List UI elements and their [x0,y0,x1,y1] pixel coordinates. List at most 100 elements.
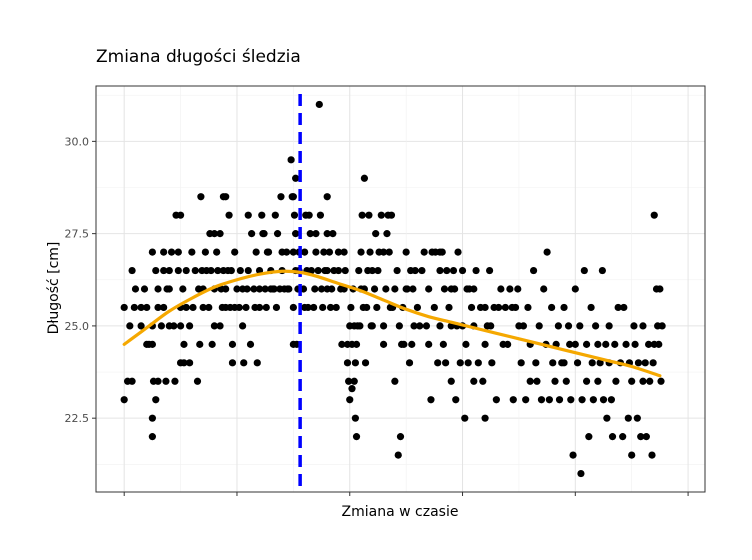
data-point [154,285,162,293]
data-point [467,303,476,312]
data-point [258,211,266,219]
data-point [576,322,584,330]
data-point [532,359,540,367]
data-point [222,193,230,201]
data-point [271,211,279,219]
data-point [366,248,374,256]
data-point [472,266,480,275]
data-point [148,414,156,422]
data-point [504,340,512,348]
data-point [612,377,620,385]
data-point [329,230,337,238]
data-point [405,359,414,367]
y-tick-label: 27.5 [65,228,90,241]
data-point [403,285,411,293]
data-point [393,266,401,275]
plot-panel [95,85,706,493]
data-point [243,285,251,293]
data-point [289,303,297,312]
data-point [365,211,373,219]
data-point [434,359,442,367]
data-point [514,285,522,293]
data-point [519,322,528,330]
data-point [655,340,663,348]
data-point [571,285,579,293]
data-point [307,266,316,275]
data-point [630,322,638,330]
data-point [646,377,654,385]
data-point [594,377,602,385]
data-point [282,248,291,256]
data-point [408,340,416,348]
data-point [323,230,331,238]
data-point [180,359,188,367]
data-point [128,377,136,385]
data-point [287,156,295,164]
points [120,100,666,478]
data-point [589,396,597,404]
data-point [451,285,459,293]
data-point [637,433,645,441]
data-point [481,414,489,422]
data-point [537,396,546,404]
data-point [317,285,326,293]
data-point [656,285,664,293]
data-point [214,266,222,275]
data-point [458,266,467,275]
data-point [554,322,562,330]
data-point [642,433,650,441]
data-point [573,359,582,367]
data-point [348,385,356,393]
data-point [244,266,252,275]
data-point [560,359,568,367]
data-point [289,193,297,201]
data-point [310,303,318,312]
data-point [445,303,453,312]
data-point [160,303,168,312]
data-point [566,340,574,348]
data-point [658,322,666,330]
data-point [358,211,366,219]
data-point [239,322,247,330]
data-point [189,303,197,312]
data-point [571,340,579,348]
data-point [436,322,444,330]
data-point [306,230,314,238]
data-point [207,266,215,275]
data-point [334,266,343,275]
data-point [430,303,438,312]
data-point [564,322,573,330]
data-point [487,322,495,330]
data-point [449,266,458,275]
data-point [351,359,359,367]
data-point [197,193,205,201]
data-point [216,230,224,238]
y-tick-label: 25.0 [65,320,90,333]
data-point [357,248,365,256]
data-point [425,340,433,348]
data-point [605,322,613,330]
data-point [580,266,588,275]
data-point [148,248,156,256]
data-point [165,266,173,275]
data-point [385,248,393,256]
data-point [346,396,354,404]
data-point [167,248,176,256]
grid [96,86,705,492]
data-point [620,303,628,312]
data-point [137,303,145,312]
data-point [592,322,600,330]
data-point [657,377,665,385]
data-point [304,303,312,312]
data-point [533,377,541,385]
data-point [363,303,371,312]
data-point [594,340,602,348]
data-point [501,303,509,312]
data-point [165,285,173,293]
data-point [578,396,586,404]
data-point [622,340,630,348]
data-point [631,340,639,348]
data-point [361,359,370,367]
data-point [641,359,649,367]
data-point [548,303,556,312]
